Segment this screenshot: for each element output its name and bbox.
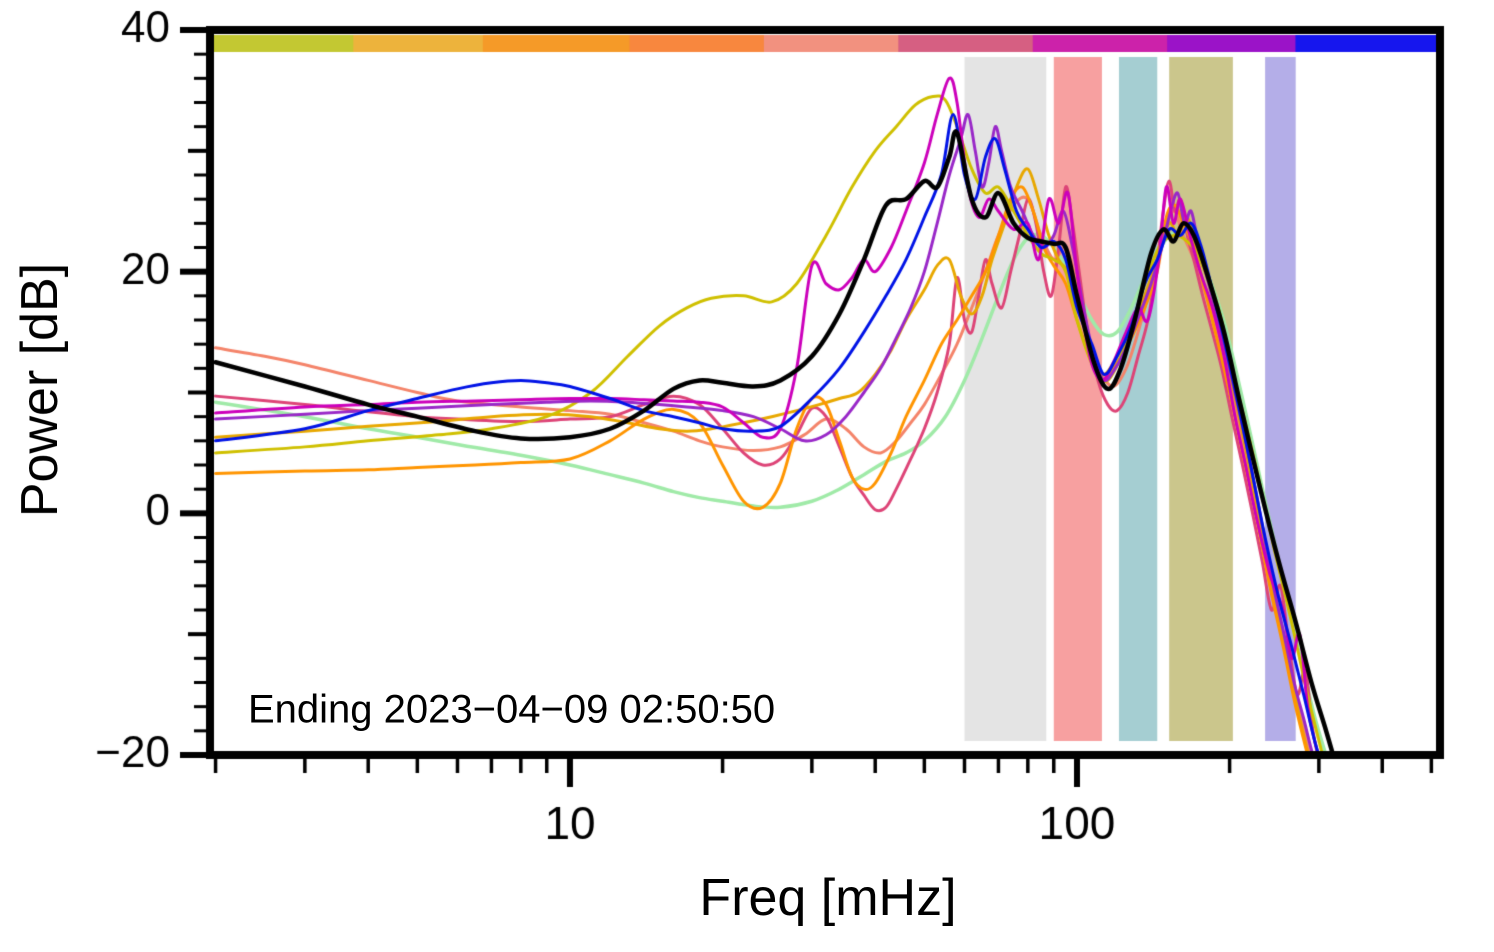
ending-time-annotation: Ending 2023−04−09 02:50:50 [248, 687, 776, 732]
x-axis-label: Freq [mHz] [699, 869, 957, 927]
y-axis-label: Power [dB] [11, 262, 69, 518]
